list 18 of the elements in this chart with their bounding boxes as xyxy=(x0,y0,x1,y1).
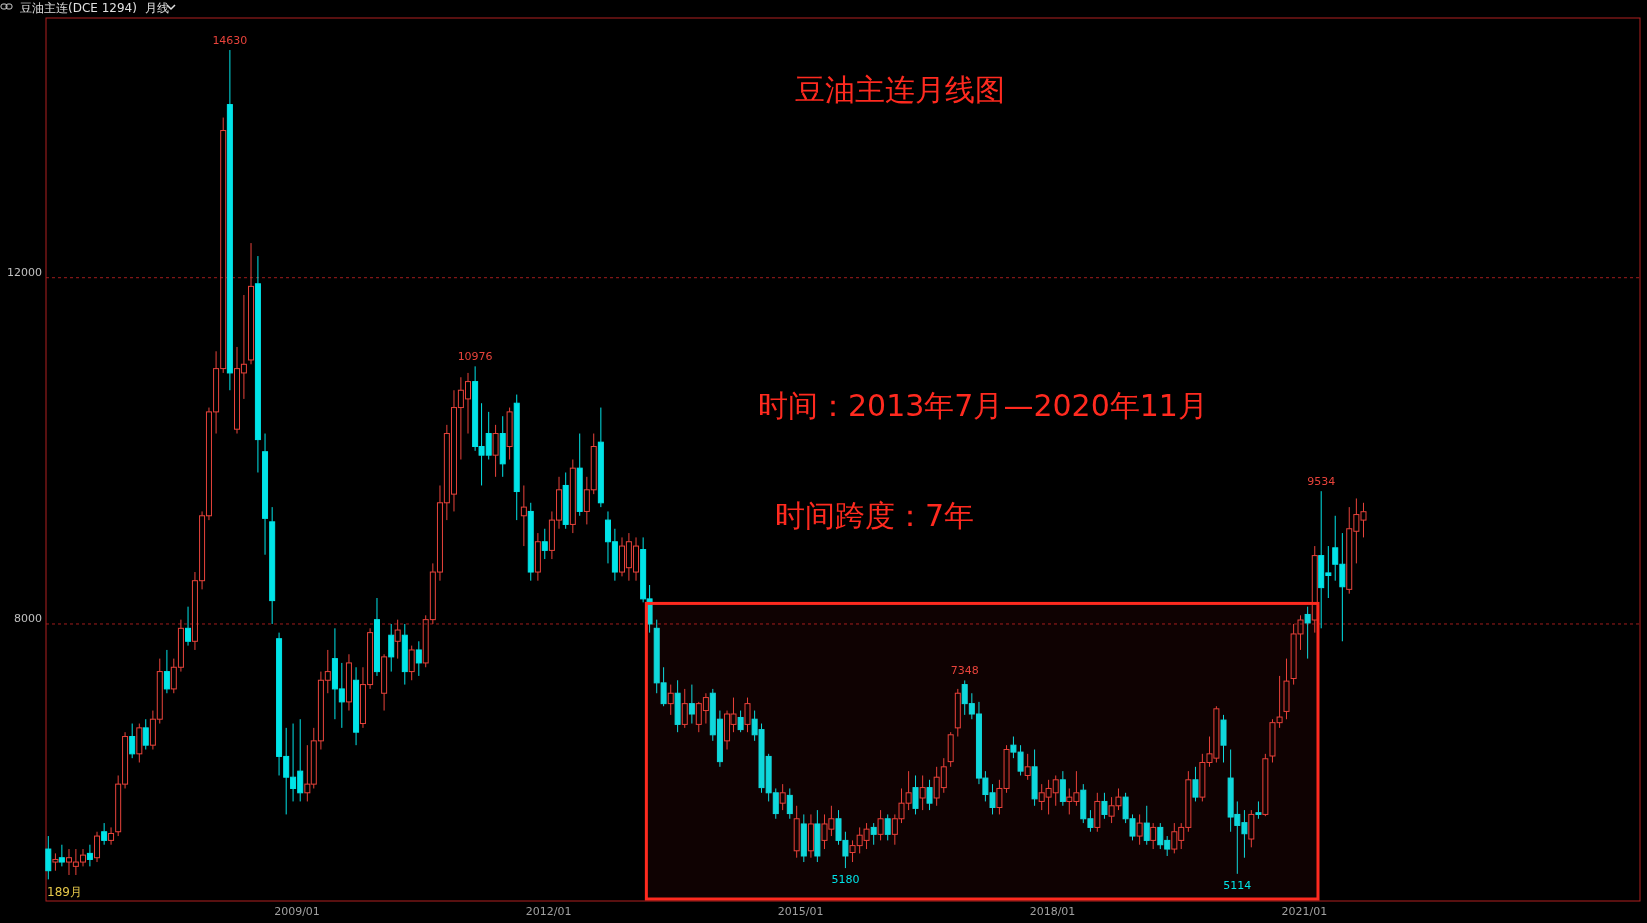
annotation: 14630 xyxy=(212,34,248,48)
x-tick-label: 2009/01 xyxy=(274,905,320,918)
annotation: 7348 xyxy=(950,664,979,678)
chart-subtitle: 豆油主连(DCE 1294) 月线 xyxy=(20,1,169,15)
y-tick-label: 12000 xyxy=(7,265,42,279)
x-tick-label: 2021/01 xyxy=(1281,905,1328,918)
x-tick-label: 2015/01 xyxy=(777,905,824,918)
annotation: 189月 xyxy=(47,885,82,899)
annotation: 5114 xyxy=(1223,878,1252,892)
text: 豆油主连月线图 xyxy=(795,72,1005,107)
annotation: 时间跨度：7年 xyxy=(775,498,975,533)
x-tick-label: 2018/01 xyxy=(1029,905,1076,918)
annotation: 时间：2013年7月—2020年11月 xyxy=(758,388,1208,423)
annotation: 10976 xyxy=(457,350,493,364)
annotation: 5180 xyxy=(831,873,860,887)
annotation: 9534 xyxy=(1307,475,1336,489)
y-tick-label: 8000 xyxy=(14,611,42,625)
x-tick-label: 2012/01 xyxy=(525,905,572,918)
